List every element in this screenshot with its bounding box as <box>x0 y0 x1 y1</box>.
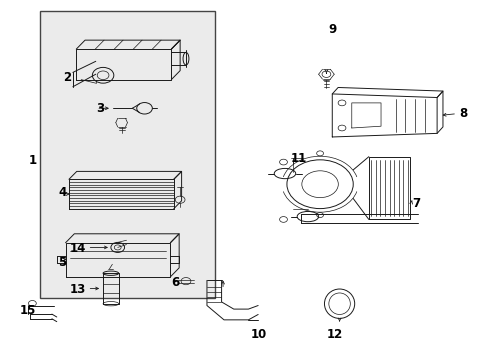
Text: 3: 3 <box>96 102 103 115</box>
Bar <box>40 12 215 298</box>
Text: 5: 5 <box>58 256 66 269</box>
Text: 10: 10 <box>250 328 267 341</box>
Text: 7: 7 <box>412 197 420 210</box>
Text: 15: 15 <box>19 305 36 318</box>
Text: 1: 1 <box>29 154 37 167</box>
Text: 8: 8 <box>458 107 467 120</box>
Text: 14: 14 <box>69 242 86 255</box>
Text: 11: 11 <box>290 152 306 165</box>
Text: 4: 4 <box>58 186 66 199</box>
Text: 9: 9 <box>327 23 336 36</box>
Text: 2: 2 <box>63 71 71 84</box>
Text: 6: 6 <box>171 276 179 289</box>
Text: 13: 13 <box>70 283 86 296</box>
Text: 12: 12 <box>326 328 342 341</box>
